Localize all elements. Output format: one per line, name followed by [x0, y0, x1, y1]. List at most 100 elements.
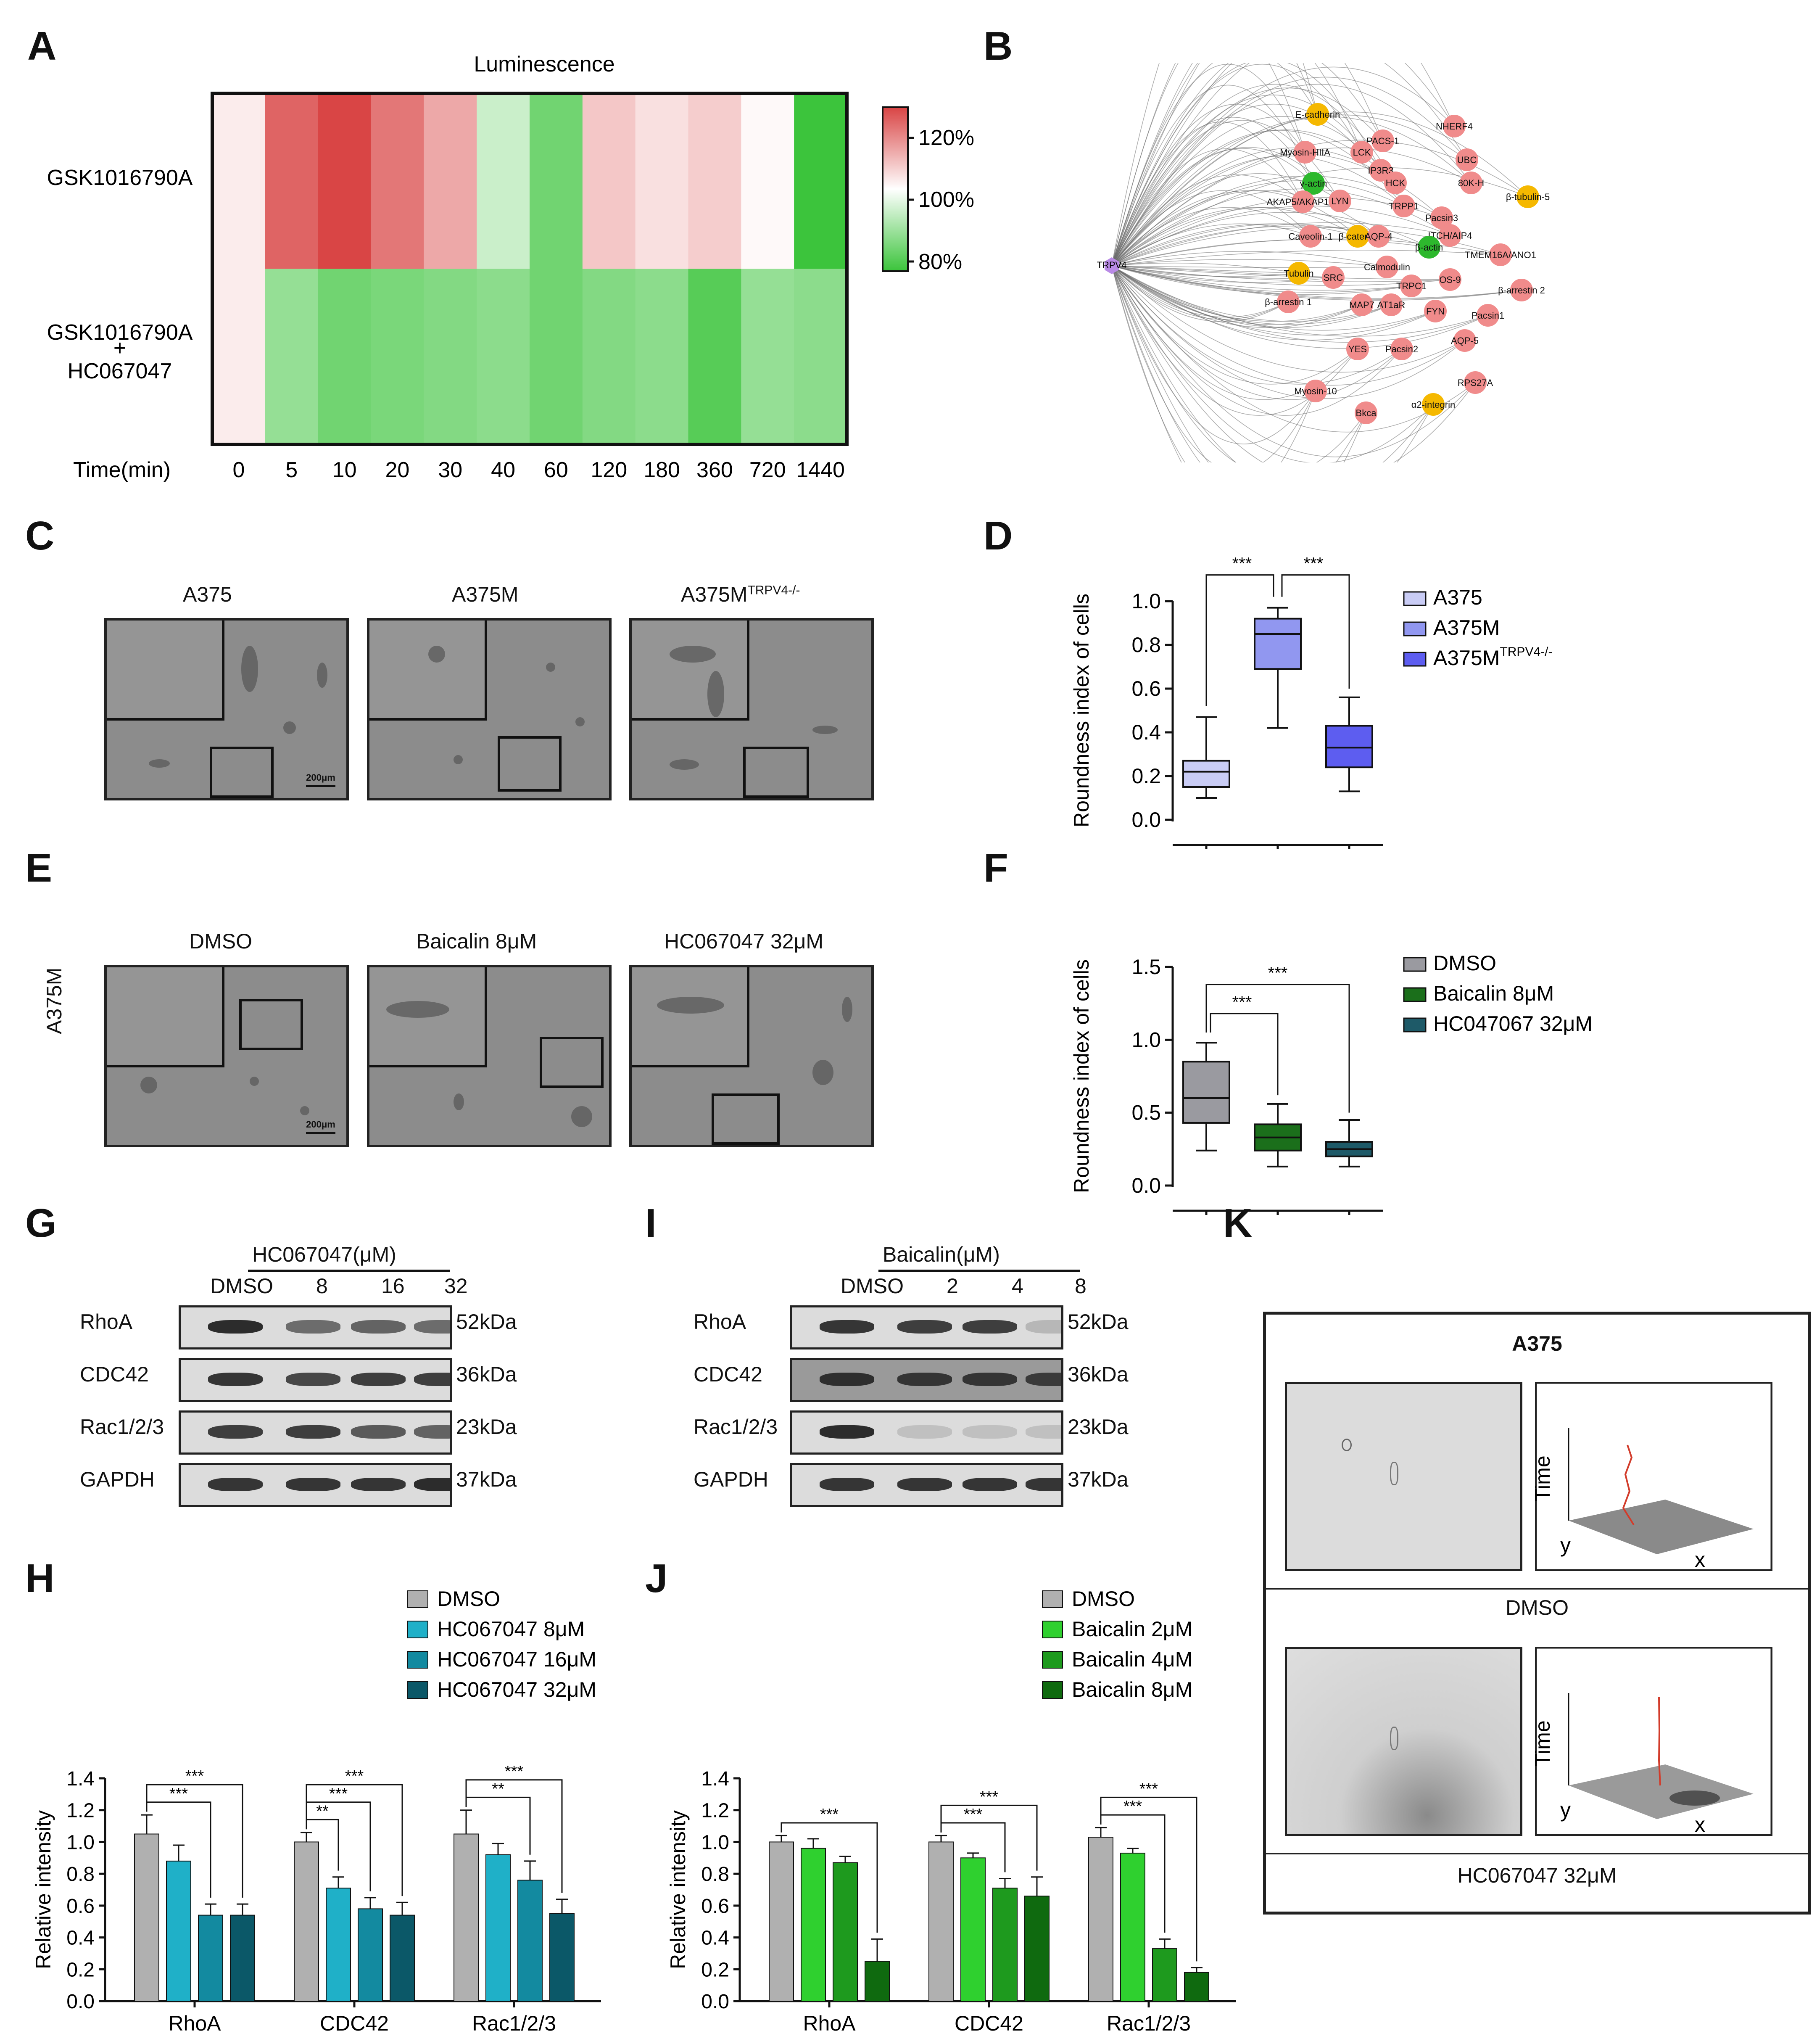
heat-cell-r2-7 [582, 269, 636, 444]
network-node-16 [1346, 225, 1369, 248]
network-node-label-38: Bkca [1356, 408, 1377, 418]
k-title: A375 [1512, 1332, 1562, 1355]
network-node-22 [1322, 266, 1345, 289]
blot-i-protein-1: CDC42 [694, 1363, 762, 1386]
bar-chart-j-plot-1-3 [1024, 1896, 1050, 2002]
k-axis-y-1: y [1560, 1533, 1571, 1557]
time-tick-7: 120 [591, 458, 627, 482]
blot-g-size-2: 23kDa [456, 1415, 517, 1439]
network-node-11 [1292, 190, 1314, 213]
ytick-chart-j-plot-6: 1.2 [701, 1800, 729, 1822]
heat-cell-r2-5 [477, 269, 530, 444]
network-node-4 [1350, 141, 1373, 164]
legend-chart-j-plot-2: Baicalin 4μM [1072, 1648, 1192, 1671]
k-image-hc [1285, 1647, 1522, 1836]
box-chart-d-plot-2 [1325, 725, 1373, 768]
sig-chart-h-plot-0-0: *** [169, 1785, 188, 1803]
network-node-5 [1456, 148, 1478, 171]
bar-chart-h-plot-0-1 [166, 1860, 191, 2002]
legend-chart-d-plot-2: A375MTRPV4-/- [1433, 645, 1552, 670]
network-node-label-29: AT1aR [1377, 300, 1406, 310]
heatmap-row-2b: HC067047 [68, 359, 172, 383]
network-node-label-12: LYN [1331, 196, 1348, 206]
heatmap-panel: Luminescence GSK1016790A GSK1016790A + H… [47, 52, 974, 482]
k-image-dmso [1285, 1382, 1522, 1571]
network-node-label-35: RPS27A [1458, 378, 1493, 388]
blot-g-lane-3: 32 [444, 1274, 468, 1298]
heat-cell-r2-4 [424, 269, 477, 444]
heat-cell-r2-3 [371, 269, 425, 444]
legend-chart-d-plot-0: A375 [1433, 586, 1482, 609]
legend-swatch-chart-f-plot-2 [1403, 1017, 1427, 1033]
sig-chart-j-plot-1-1: *** [980, 1788, 999, 1806]
box-chart-f-plot-0 [1182, 1061, 1230, 1124]
network-node-37 [1422, 393, 1445, 416]
heat-cell-r2-1 [265, 269, 319, 444]
panel-letter-b: B [984, 24, 1013, 69]
blot-g: HC067047(μM) DMSO 8 16 32 RhoA 52kDa CDC42 36kDa… [0, 1236, 609, 1530]
blot-g-row-1 [179, 1358, 452, 1402]
blot-i-row-2 [790, 1410, 1063, 1455]
time-tick-5: 40 [491, 458, 515, 482]
bar-chart-h-plot-1-2 [358, 1908, 383, 2002]
legend-chart-h-plot-2: HC067047 16μM [437, 1648, 596, 1671]
k-track-dmso: Time y x [1535, 1382, 1772, 1571]
blot-i-row-1 [790, 1358, 1063, 1402]
hub-node-trpv4 [1105, 257, 1119, 274]
ytick-chart-d-plot-1: 0.2 [1131, 764, 1161, 788]
heat-cell-r2-11 [794, 269, 847, 444]
network-node-9 [1302, 172, 1325, 195]
ytick-chart-d-plot-2: 0.4 [1131, 721, 1161, 744]
network-node-label-2: PACS-1 [1366, 136, 1399, 146]
network-node-10 [1516, 185, 1539, 208]
panel-letter-i: I [645, 1201, 657, 1246]
ytick-chart-d-plot-5: 1.0 [1131, 589, 1161, 613]
micro-a375m [367, 618, 612, 800]
ytick-chart-d-plot-4: 0.8 [1131, 633, 1161, 657]
ytick-chart-j-plot-7: 1.4 [701, 1768, 729, 1790]
legend-chart-h-plot-1: HC067047 8μM [437, 1617, 585, 1641]
network-node-label-8: 80K-H [1458, 178, 1484, 188]
legend-swatch-chart-j-plot-3 [1042, 1681, 1063, 1699]
time-tick-1: 5 [285, 458, 298, 482]
ytick-chart-h-plot-2: 0.4 [66, 1927, 95, 1949]
legend-chart-f-plot-2: HC047067 32μM [1433, 1012, 1593, 1035]
heat-cell-r2-10 [741, 269, 795, 444]
heat-cell-r1-6 [530, 93, 583, 269]
panel-letter-g: G [25, 1201, 57, 1246]
network-node-32 [1346, 338, 1369, 360]
network-node-34 [1453, 329, 1476, 352]
ytick-chart-h-plot-5: 1.0 [66, 1831, 95, 1854]
legend-chart-f-plot-0: DMSO [1433, 951, 1496, 975]
network-node-label-3: Myosin-HIIA [1280, 147, 1330, 158]
bar-chart-h-plot-0-2 [198, 1915, 223, 2002]
network-node-label-7: HCK [1386, 178, 1406, 188]
colorbar-80: 80% [918, 250, 962, 274]
ytick-chart-f-plot-1: 0.5 [1131, 1101, 1161, 1125]
network-node-label-31: Pacsin1 [1472, 310, 1504, 321]
chart-f: 0.0 0.5 1.0 1.5 Roundness index of cells DMSO… [1070, 951, 1593, 1215]
network-node-29 [1380, 293, 1403, 316]
panel-letter-e: E [25, 845, 53, 890]
time-tick-3: 20 [385, 458, 409, 482]
network-node-label-14: Pacsin3 [1425, 213, 1458, 223]
ylabel-chart-f-plot: Roundness index of cells [1070, 959, 1093, 1193]
time-tick-labels: 0 5 10 20 30 40 60 120 180 360 720 1440 [232, 458, 844, 482]
xtick-chart-j-plot-1: CDC42 [955, 2012, 1023, 2035]
bar-chart-h-plot-1-0 [294, 1841, 319, 2002]
bar-chart-j-plot-1-1 [960, 1857, 986, 2002]
heat-cell-r1-11 [794, 93, 847, 269]
sig-chart-h-plot-2-1: *** [505, 1763, 524, 1780]
ytick-chart-h-plot-6: 1.2 [66, 1800, 95, 1822]
network-node-35 [1464, 371, 1487, 394]
legend-chart-d-plot-1: A375M [1433, 616, 1500, 639]
sig-chart-h-plot-1-2: *** [345, 1767, 364, 1785]
blot-i-protein-3: GAPDH [694, 1468, 768, 1491]
ytick-chart-f-plot-0: 0.0 [1131, 1174, 1161, 1197]
legend-swatch-chart-d-plot-1 [1403, 621, 1427, 636]
network-node-label-37: α2-integrin [1411, 399, 1455, 410]
network-node-28 [1350, 293, 1373, 316]
network-node-label-25: OS-9 [1439, 275, 1461, 285]
